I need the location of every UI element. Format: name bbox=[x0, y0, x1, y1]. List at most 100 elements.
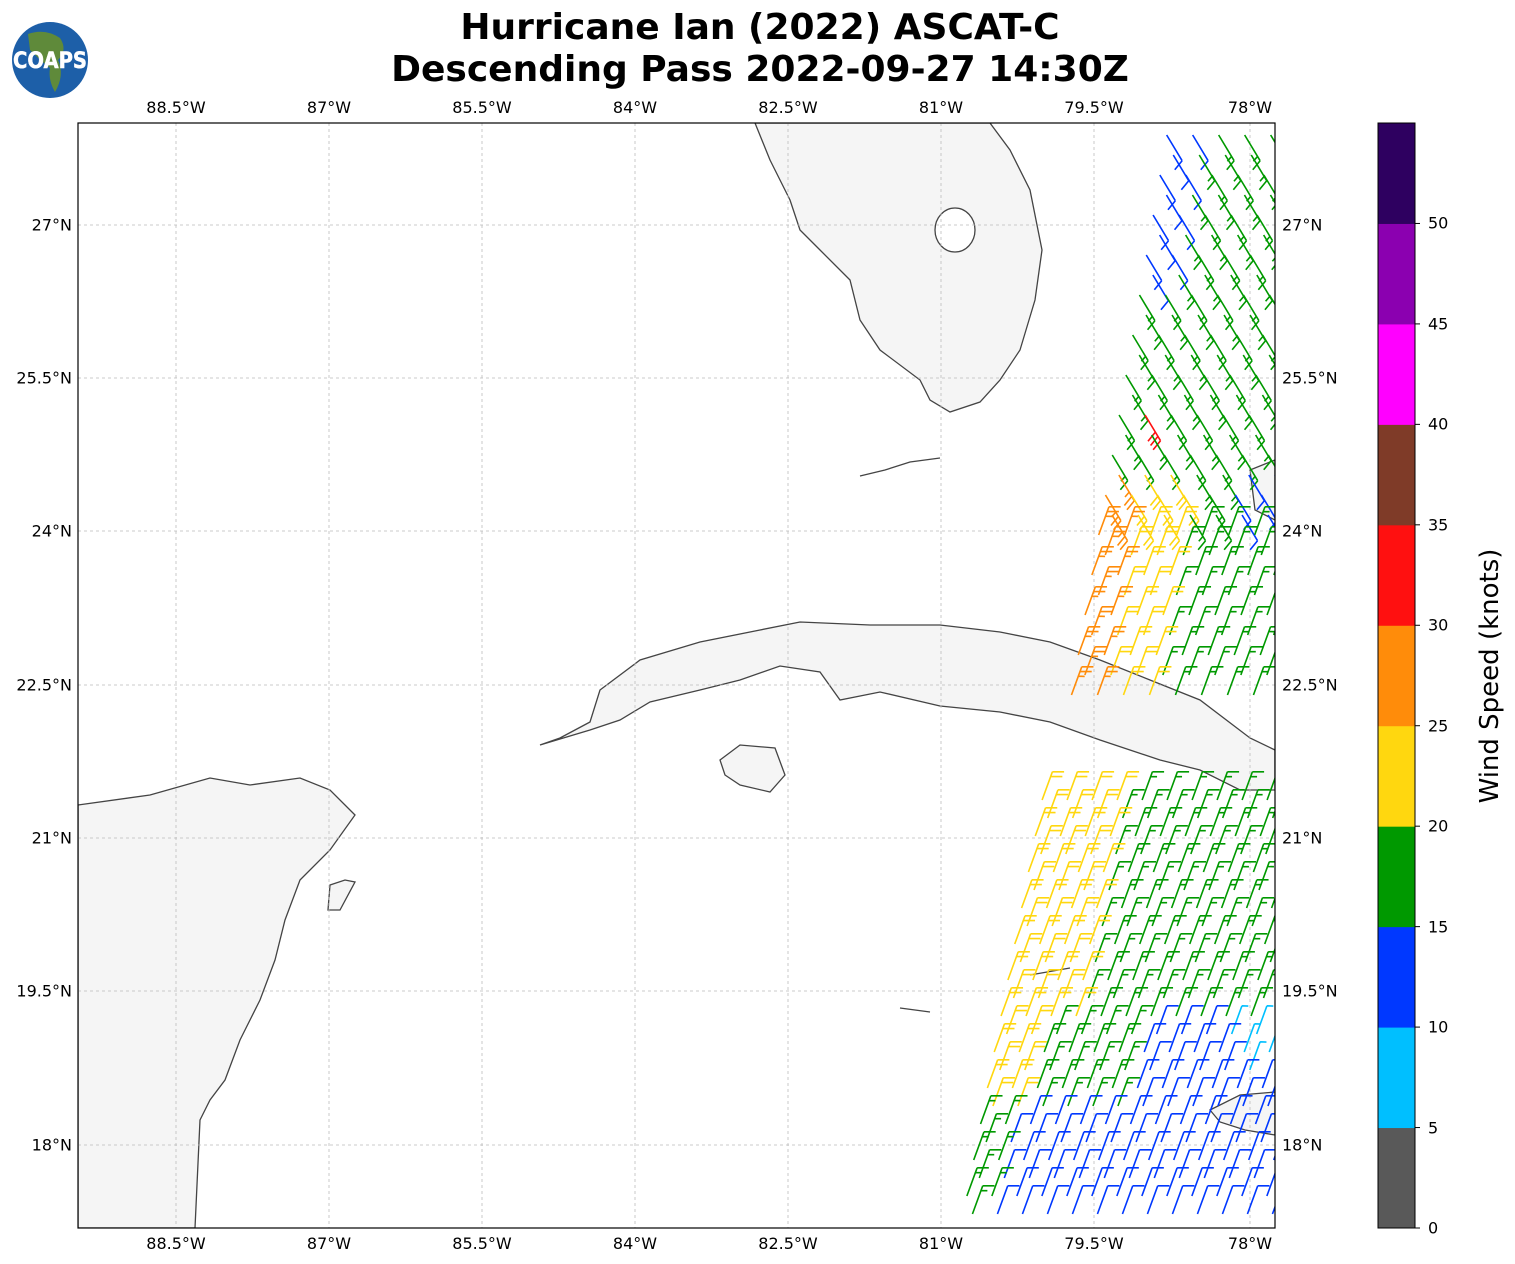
wind-barb bbox=[1067, 1077, 1090, 1107]
wind-barb bbox=[1016, 1167, 1039, 1197]
wind-barb bbox=[1220, 879, 1244, 909]
wind-barb bbox=[1111, 1059, 1135, 1089]
wind-barb bbox=[1280, 567, 1302, 595]
wind-barb bbox=[1284, 862, 1306, 890]
wind-barb bbox=[1175, 506, 1199, 536]
wind-barb bbox=[1163, 915, 1187, 945]
map-frame bbox=[77, 122, 1276, 1229]
title-line-1: Hurricane Ian (2022) ASCAT-C bbox=[460, 7, 1060, 48]
jamaica bbox=[1208, 1091, 1275, 1136]
wind-barb bbox=[1096, 666, 1120, 696]
lon-tick-top: 85.5°W bbox=[452, 98, 512, 117]
wind-barb bbox=[1136, 1059, 1160, 1089]
lon-tick-bottom: 85.5°W bbox=[452, 1234, 512, 1253]
wind-barb bbox=[1175, 987, 1199, 1017]
wind-barb bbox=[1268, 354, 1275, 367]
wind-barb bbox=[1147, 1131, 1171, 1161]
wind-barb bbox=[1177, 843, 1201, 873]
wind-barb bbox=[1161, 1059, 1185, 1089]
wind-barb bbox=[1191, 771, 1215, 801]
wind-barb bbox=[1240, 586, 1264, 616]
wind-barb bbox=[1078, 1149, 1102, 1179]
wind-barb bbox=[1200, 987, 1224, 1017]
wind-barb bbox=[1205, 1005, 1229, 1035]
wind-barb bbox=[1143, 1023, 1167, 1053]
wind-barb bbox=[1271, 809, 1275, 819]
wind-barb bbox=[1241, 514, 1259, 551]
wind-barb bbox=[1122, 1131, 1146, 1161]
colorbar-segment bbox=[1378, 1127, 1415, 1229]
wind-barb bbox=[1079, 1095, 1103, 1125]
wind-barb bbox=[1054, 1095, 1078, 1125]
colorbar-segment bbox=[1378, 424, 1415, 526]
lat-tick-left: 27°N bbox=[31, 215, 72, 235]
gridlines bbox=[78, 123, 1275, 1228]
wind-barb bbox=[1243, 1023, 1261, 1053]
wind-barb bbox=[1240, 646, 1263, 676]
wind-barb bbox=[1041, 1167, 1064, 1197]
wind-barb bbox=[1038, 915, 1062, 945]
wind-barb bbox=[1233, 626, 1257, 656]
wind-barb bbox=[1266, 776, 1275, 801]
colorbar-tick: 40 bbox=[1428, 414, 1449, 434]
wind-barb bbox=[1234, 807, 1258, 837]
coaps-logo: COAPS bbox=[12, 22, 88, 98]
wind-barb bbox=[1091, 546, 1114, 576]
wind-barb bbox=[1235, 1113, 1259, 1143]
wind-barb bbox=[1221, 546, 1244, 576]
wind-barb bbox=[1207, 626, 1231, 656]
wind-barb bbox=[1270, 896, 1275, 909]
lat-tick-right: 25.5°N bbox=[1282, 368, 1338, 388]
wind-barb bbox=[1276, 255, 1291, 290]
wind-barb bbox=[1193, 1023, 1217, 1053]
wind-barb bbox=[1224, 1041, 1247, 1071]
lon-tick-bottom: 81°W bbox=[918, 1234, 964, 1253]
wind-barb bbox=[1092, 1077, 1115, 1107]
wind-barb bbox=[1022, 1131, 1046, 1161]
wind-barb bbox=[1121, 1185, 1145, 1215]
wind-barb bbox=[1110, 646, 1133, 676]
wind-barb bbox=[1228, 1149, 1252, 1179]
wind-barb bbox=[1047, 1131, 1071, 1161]
wind-barb bbox=[997, 1131, 1021, 1161]
wind-barb bbox=[1241, 1167, 1264, 1197]
wind-barb bbox=[1281, 1096, 1303, 1124]
wind-barb bbox=[1042, 1077, 1065, 1107]
wind-barb bbox=[1201, 566, 1225, 596]
wind-barb bbox=[1210, 1113, 1234, 1143]
wind-barb bbox=[1247, 546, 1270, 576]
wind-barb bbox=[1227, 506, 1251, 536]
colorbar-tick: 0 bbox=[1428, 1218, 1439, 1238]
wind-barb bbox=[1217, 1077, 1240, 1107]
wind-barb bbox=[1153, 1149, 1177, 1179]
wind-barb bbox=[1200, 666, 1224, 696]
wind-barb bbox=[1229, 1095, 1253, 1125]
wind-barb bbox=[1207, 951, 1230, 981]
wind-barb bbox=[1169, 546, 1192, 576]
wind-barb bbox=[1170, 879, 1194, 909]
colorbar-segment bbox=[1378, 223, 1415, 325]
wind-barb bbox=[1113, 915, 1137, 945]
lon-tick-bottom: 84°W bbox=[612, 1234, 658, 1253]
wind-barb bbox=[1142, 606, 1166, 636]
wind-barb bbox=[1077, 626, 1101, 656]
wind-barb bbox=[1090, 606, 1114, 636]
wind-barb bbox=[1084, 807, 1108, 837]
lon-tick-bottom: 79.5°W bbox=[1064, 1234, 1124, 1253]
wind-barb bbox=[1141, 1167, 1164, 1197]
wind-barb bbox=[1149, 1041, 1172, 1071]
wind-barb bbox=[972, 1131, 996, 1161]
wind-barb bbox=[1218, 1023, 1242, 1053]
wind-barb bbox=[1184, 807, 1208, 837]
wind-barb bbox=[1172, 1131, 1196, 1161]
wind-barb bbox=[1110, 586, 1134, 616]
wind-barb bbox=[1246, 606, 1270, 636]
wind-barb bbox=[1129, 626, 1153, 656]
wind-barb bbox=[1167, 1077, 1190, 1107]
wind-barb bbox=[1266, 650, 1275, 676]
wind-barb bbox=[1188, 915, 1212, 945]
wind-barb bbox=[1195, 879, 1219, 909]
wind-barb bbox=[1077, 843, 1101, 873]
wind-barb bbox=[1116, 1167, 1139, 1197]
wind-barb bbox=[1203, 1149, 1227, 1179]
